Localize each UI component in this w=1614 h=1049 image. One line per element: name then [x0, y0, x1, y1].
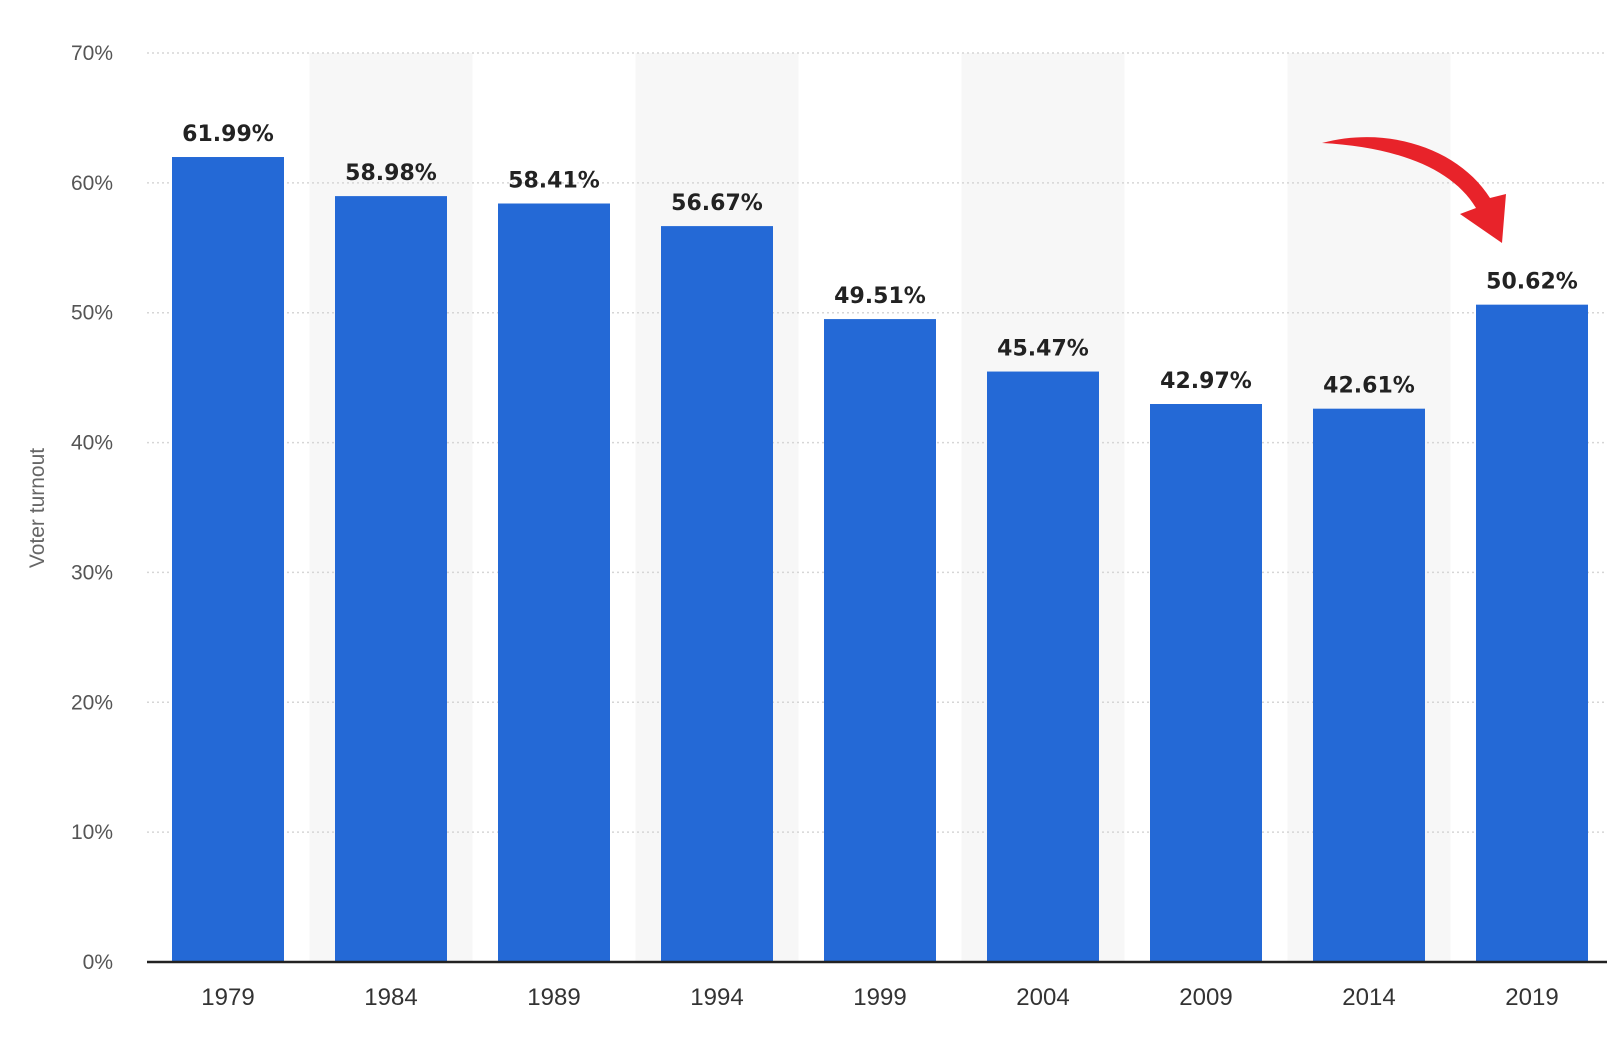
y-tick-label: 10%	[71, 821, 113, 844]
y-tick-label: 30%	[71, 561, 113, 584]
y-tick-label: 70%	[71, 42, 113, 65]
data-label-2019: 50.62%	[1486, 270, 1578, 295]
x-axis-ticks: 1979 1984 1989 1994 1999 2004 2009 2014 2019	[201, 984, 1558, 1011]
data-label-1994: 56.67%	[671, 191, 763, 216]
y-tick-label: 50%	[71, 302, 113, 325]
bar-2014[interactable]	[1313, 408, 1425, 962]
data-label-2009: 42.97%	[1160, 369, 1252, 394]
x-tick-label-1984: 1984	[364, 984, 417, 1011]
data-labels: 61.99% 58.98% 58.41% 56.67% 49.51% 45.47% 42.9…	[182, 122, 1578, 399]
bar-1989[interactable]	[498, 203, 610, 963]
x-tick-label-2004: 2004	[1016, 984, 1069, 1011]
y-tick-label: 20%	[71, 691, 113, 714]
x-tick-label-1994: 1994	[690, 984, 743, 1011]
data-label-1979: 61.99%	[182, 122, 274, 147]
bars	[172, 157, 1588, 963]
x-tick-label-1999: 1999	[853, 984, 906, 1011]
bar-1979[interactable]	[172, 157, 284, 962]
bar-1999[interactable]	[824, 319, 936, 962]
y-axis-title: Voter turnout	[26, 448, 49, 568]
red-arrow-icon	[1322, 137, 1506, 243]
y-tick-label: 60%	[71, 172, 113, 195]
x-tick-label-2009: 2009	[1179, 984, 1232, 1011]
y-tick-label: 0%	[83, 951, 113, 974]
bar-1994[interactable]	[661, 226, 773, 962]
y-axis-ticks: 0% 10% 20% 30% 40% 50% 60% 70%	[71, 42, 113, 974]
data-label-2014: 42.61%	[1323, 374, 1415, 399]
x-tick-label-2014: 2014	[1342, 984, 1395, 1011]
bar-2009[interactable]	[1150, 404, 1262, 962]
y-tick-label: 40%	[71, 432, 113, 455]
data-label-1984: 58.98%	[345, 161, 437, 186]
bar-2004[interactable]	[987, 371, 1099, 963]
x-tick-label-1989: 1989	[527, 984, 580, 1011]
bar-2019[interactable]	[1476, 304, 1588, 962]
data-label-1999: 49.51%	[834, 284, 926, 309]
data-label-1989: 58.41%	[508, 169, 600, 194]
x-tick-label-1979: 1979	[201, 984, 254, 1011]
data-label-2004: 45.47%	[997, 337, 1089, 362]
x-tick-label-2019: 2019	[1505, 984, 1558, 1011]
arrow-annotation	[1322, 137, 1506, 243]
bar-1984[interactable]	[335, 196, 447, 963]
